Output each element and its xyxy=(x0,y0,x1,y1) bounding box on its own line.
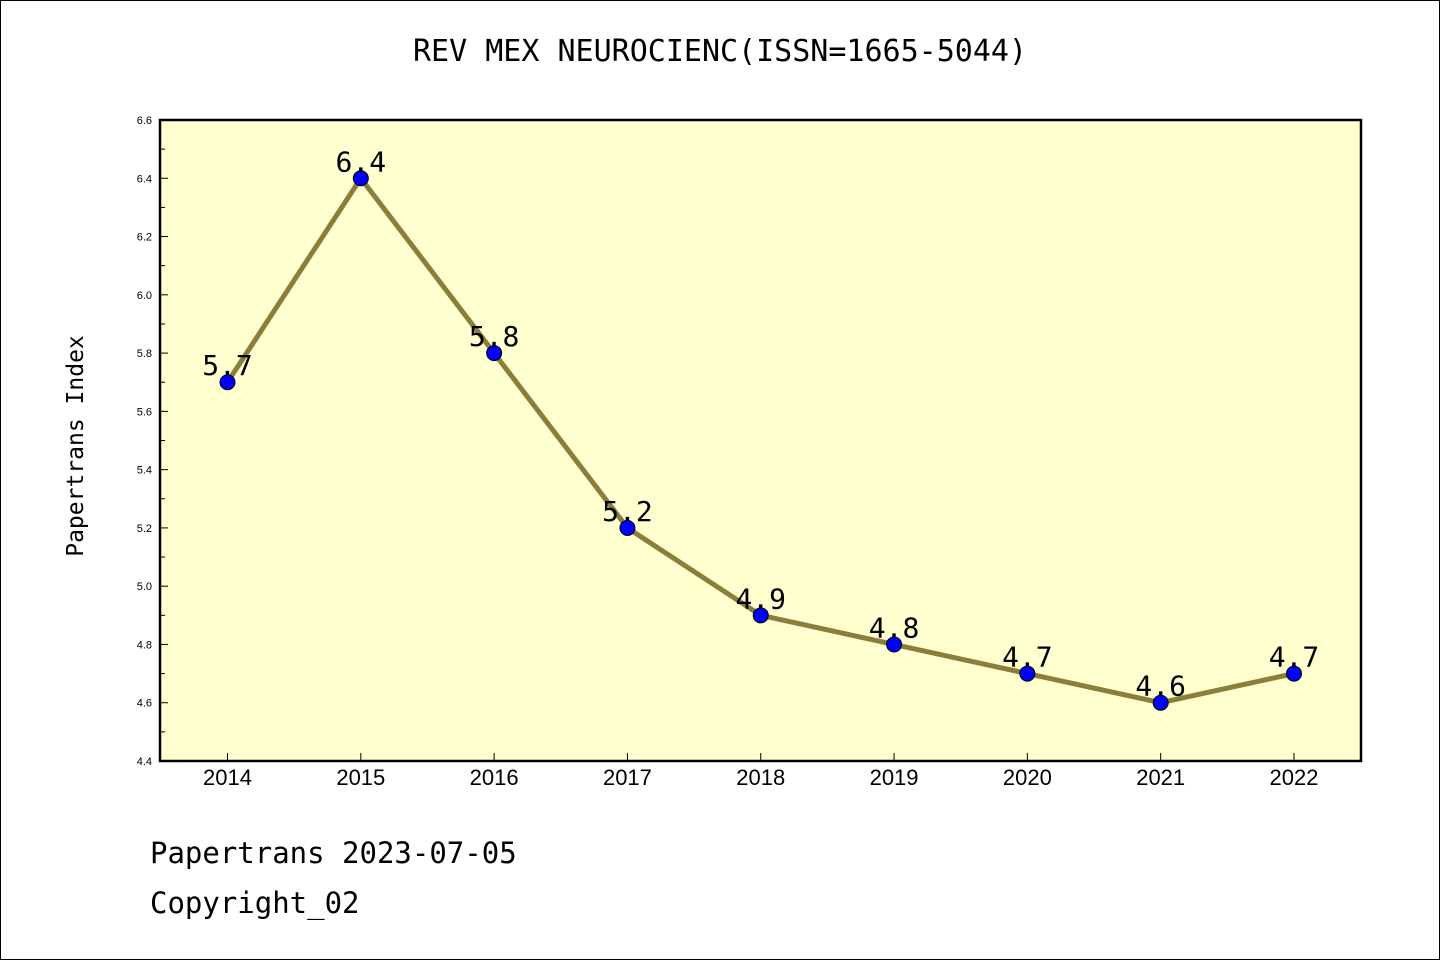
y-tick-label: 6.0 xyxy=(137,290,152,302)
data-label: 5.7 xyxy=(202,349,253,382)
footer-date: Papertrans 2023-07-05 xyxy=(150,836,517,870)
x-tick-label: 2015 xyxy=(336,765,385,790)
data-point xyxy=(886,636,903,653)
data-point xyxy=(352,170,369,187)
data-point xyxy=(1019,665,1036,682)
y-tick-label: 5.4 xyxy=(137,465,152,477)
data-label: 4.8 xyxy=(869,611,920,644)
data-label: 5.8 xyxy=(469,320,520,353)
data-label: 5.2 xyxy=(602,495,653,528)
x-tick-label: 2020 xyxy=(1003,765,1052,790)
y-tick-label: 6.2 xyxy=(137,232,152,244)
y-tick-label: 5.6 xyxy=(137,406,152,418)
x-tick-label: 2014 xyxy=(203,765,252,790)
data-label: 4.7 xyxy=(1002,641,1053,674)
x-tick-label: 2022 xyxy=(1270,765,1319,790)
data-point xyxy=(1286,665,1302,682)
data-point xyxy=(486,345,503,362)
data-point xyxy=(752,607,769,624)
y-tick-label: 6.6 xyxy=(137,115,152,127)
data-label: 4.9 xyxy=(735,582,786,615)
data-point xyxy=(619,519,636,536)
y-tick-label: 5.2 xyxy=(137,523,152,535)
x-tick-label: 2016 xyxy=(470,765,519,790)
x-tick-label: 2018 xyxy=(736,765,785,790)
y-tick-label: 4.8 xyxy=(137,639,152,651)
y-tick-label: 4.4 xyxy=(137,756,152,768)
x-tick-label: 2017 xyxy=(603,765,652,790)
data-label: 4.6 xyxy=(1135,670,1186,703)
y-tick-label: 5.8 xyxy=(137,348,152,360)
plot-area xyxy=(160,120,1361,761)
plot-border xyxy=(158,118,1363,763)
data-label: 6.4 xyxy=(336,145,387,178)
data-point xyxy=(1152,694,1169,711)
x-tick-label: 2019 xyxy=(870,765,919,790)
data-label: 4.7 xyxy=(1269,641,1320,674)
data-point xyxy=(219,374,236,391)
y-tick-label: 4.6 xyxy=(137,698,152,710)
y-tick-label: 6.4 xyxy=(137,173,152,185)
x-tick-label: 2021 xyxy=(1136,765,1185,790)
footer-copyright: Copyright_02 xyxy=(150,886,360,920)
chart-title: REV MEX NEUROCIENC(ISSN=1665-5044) xyxy=(412,34,1028,69)
y-tick-label: 5.0 xyxy=(137,581,152,593)
